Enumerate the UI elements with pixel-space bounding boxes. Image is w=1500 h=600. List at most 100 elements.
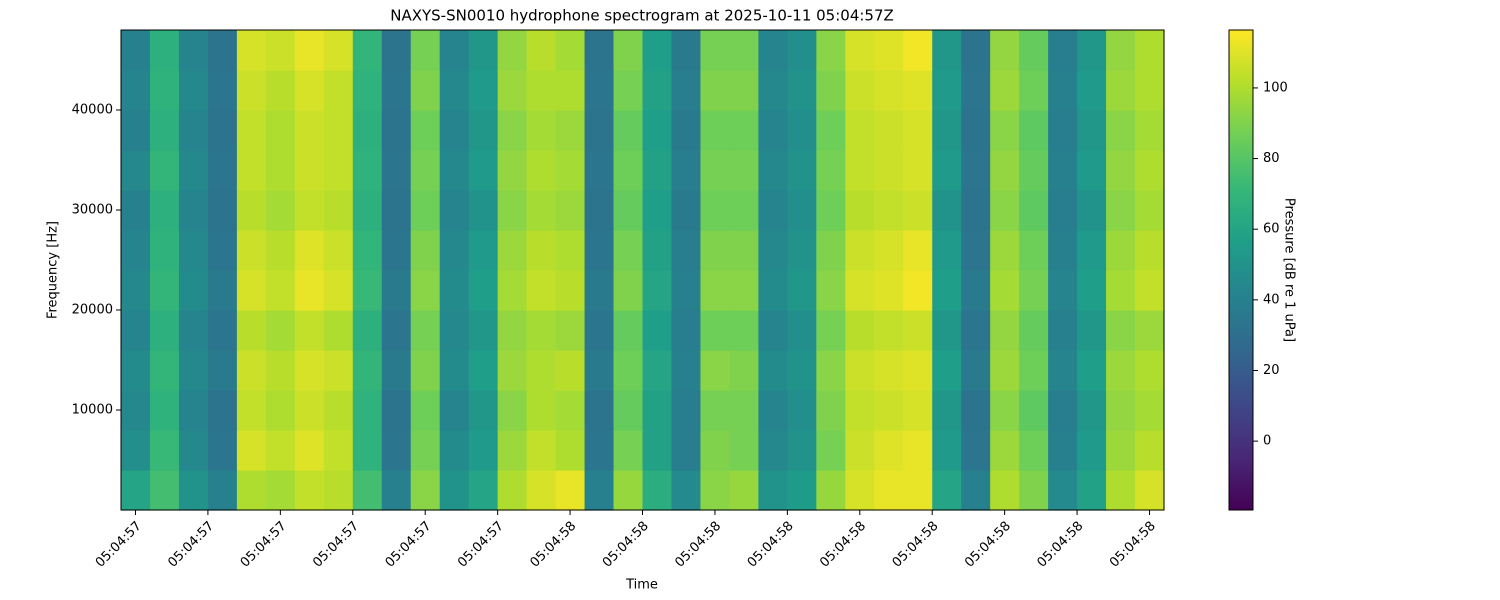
heatmap-cell [410, 270, 441, 311]
x-tick-label: 05:04:58 [890, 519, 942, 571]
heatmap-cell [1077, 270, 1107, 311]
heatmap-cell [555, 270, 586, 311]
heatmap-cell [1048, 230, 1078, 271]
heatmap-cell [758, 70, 788, 111]
heatmap-cell [990, 70, 1020, 111]
heatmap-cell [410, 190, 441, 231]
heatmap-cell [932, 430, 962, 471]
heatmap-cell [729, 350, 759, 391]
heatmap-cell [961, 70, 991, 111]
heatmap-cell [236, 150, 267, 191]
heatmap-cell [816, 110, 846, 151]
heatmap-cell [961, 190, 991, 231]
heatmap-cell [526, 150, 557, 191]
heatmap-cell [903, 150, 933, 191]
x-tick-label: 05:04:58 [527, 519, 579, 571]
heatmap-cell [497, 110, 528, 151]
heatmap-cell [236, 350, 267, 391]
heatmap-cell [352, 350, 383, 391]
heatmap-cell [1135, 270, 1165, 311]
heatmap-cell [729, 470, 759, 511]
heatmap-cell [903, 390, 933, 431]
heatmap-cell [121, 230, 151, 271]
heatmap-cell [526, 390, 557, 431]
heatmap-cell [323, 310, 354, 351]
heatmap-cell [729, 390, 759, 431]
heatmap-cell [555, 310, 586, 351]
heatmap-cell [121, 30, 151, 71]
heatmap-cell [526, 110, 557, 151]
heatmap-cell [1135, 470, 1165, 511]
heatmap-cell [352, 30, 383, 71]
heatmap-cell [613, 310, 644, 351]
heatmap-cell [178, 150, 209, 191]
heatmap-cell [410, 30, 441, 71]
heatmap-cell [874, 70, 904, 111]
heatmap-cell [642, 150, 673, 191]
heatmap-cell [236, 230, 267, 271]
heatmap-cell [787, 70, 817, 111]
heatmap-cell [903, 70, 933, 111]
heatmap-cell [265, 270, 296, 311]
heatmap-cell [1135, 110, 1165, 151]
heatmap-cell [410, 110, 441, 151]
heatmap-cell [642, 310, 673, 351]
heatmap-cell [845, 470, 875, 511]
heatmap-cell [236, 310, 267, 351]
heatmap-cell [642, 30, 673, 71]
heatmap-cell [671, 390, 702, 431]
heatmap-cell [845, 230, 875, 271]
heatmap-cell [178, 190, 209, 231]
heatmap-cell [932, 390, 962, 431]
heatmap-cell [468, 430, 499, 471]
heatmap-cell [613, 70, 644, 111]
heatmap-cell [555, 70, 586, 111]
heatmap-cell [149, 470, 180, 511]
x-tick-label: 05:04:57 [383, 519, 435, 571]
heatmap-cell [961, 110, 991, 151]
heatmap-cell [932, 70, 962, 111]
heatmap-cell [526, 30, 557, 71]
heatmap-cell [613, 470, 644, 511]
heatmap-cell [497, 70, 528, 111]
heatmap-cell [787, 190, 817, 231]
x-tick-label: 05:04:57 [165, 519, 217, 571]
x-axis-label: Time [625, 578, 658, 593]
heatmap-cell [323, 30, 354, 71]
heatmap-cell [207, 30, 238, 71]
heatmap-cell [1106, 150, 1136, 191]
heatmap-cell [323, 190, 354, 231]
heatmap-cell [468, 110, 499, 151]
heatmap-cell [671, 190, 702, 231]
heatmap-cell [352, 390, 383, 431]
heatmap-cell [236, 30, 267, 71]
heatmap-cell [410, 470, 441, 511]
heatmap-cell [207, 430, 238, 471]
heatmap-cell [671, 30, 702, 71]
heatmap-cell [555, 350, 586, 391]
heatmap-cell [874, 470, 904, 511]
x-tick-label: 05:04:58 [745, 519, 797, 571]
heatmap-cell [1135, 30, 1165, 71]
heatmap-cell [584, 230, 615, 271]
heatmap-cell [178, 390, 209, 431]
colorbar-tick-label: 60 [1263, 222, 1280, 237]
heatmap-cell [816, 270, 846, 311]
heatmap-cell [236, 470, 267, 511]
heatmap-cell [584, 30, 615, 71]
heatmap-cell [990, 190, 1020, 231]
heatmap-cell [265, 350, 296, 391]
heatmap-cell [1077, 310, 1107, 351]
heatmap-cell [178, 470, 209, 511]
heatmap-cell [613, 150, 644, 191]
heatmap-cell [439, 390, 470, 431]
heatmap-cell [1077, 110, 1107, 151]
heatmap-cell [497, 310, 528, 351]
heatmap-cell [410, 70, 441, 111]
heatmap-cell [700, 310, 731, 351]
heatmap-cell [526, 230, 557, 271]
heatmap-cell [1106, 110, 1136, 151]
heatmap-cell [613, 110, 644, 151]
heatmap-cell [932, 350, 962, 391]
heatmap-cell [961, 470, 991, 511]
